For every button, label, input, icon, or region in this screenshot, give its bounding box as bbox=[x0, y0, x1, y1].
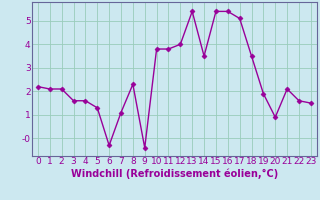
X-axis label: Windchill (Refroidissement éolien,°C): Windchill (Refroidissement éolien,°C) bbox=[71, 168, 278, 179]
